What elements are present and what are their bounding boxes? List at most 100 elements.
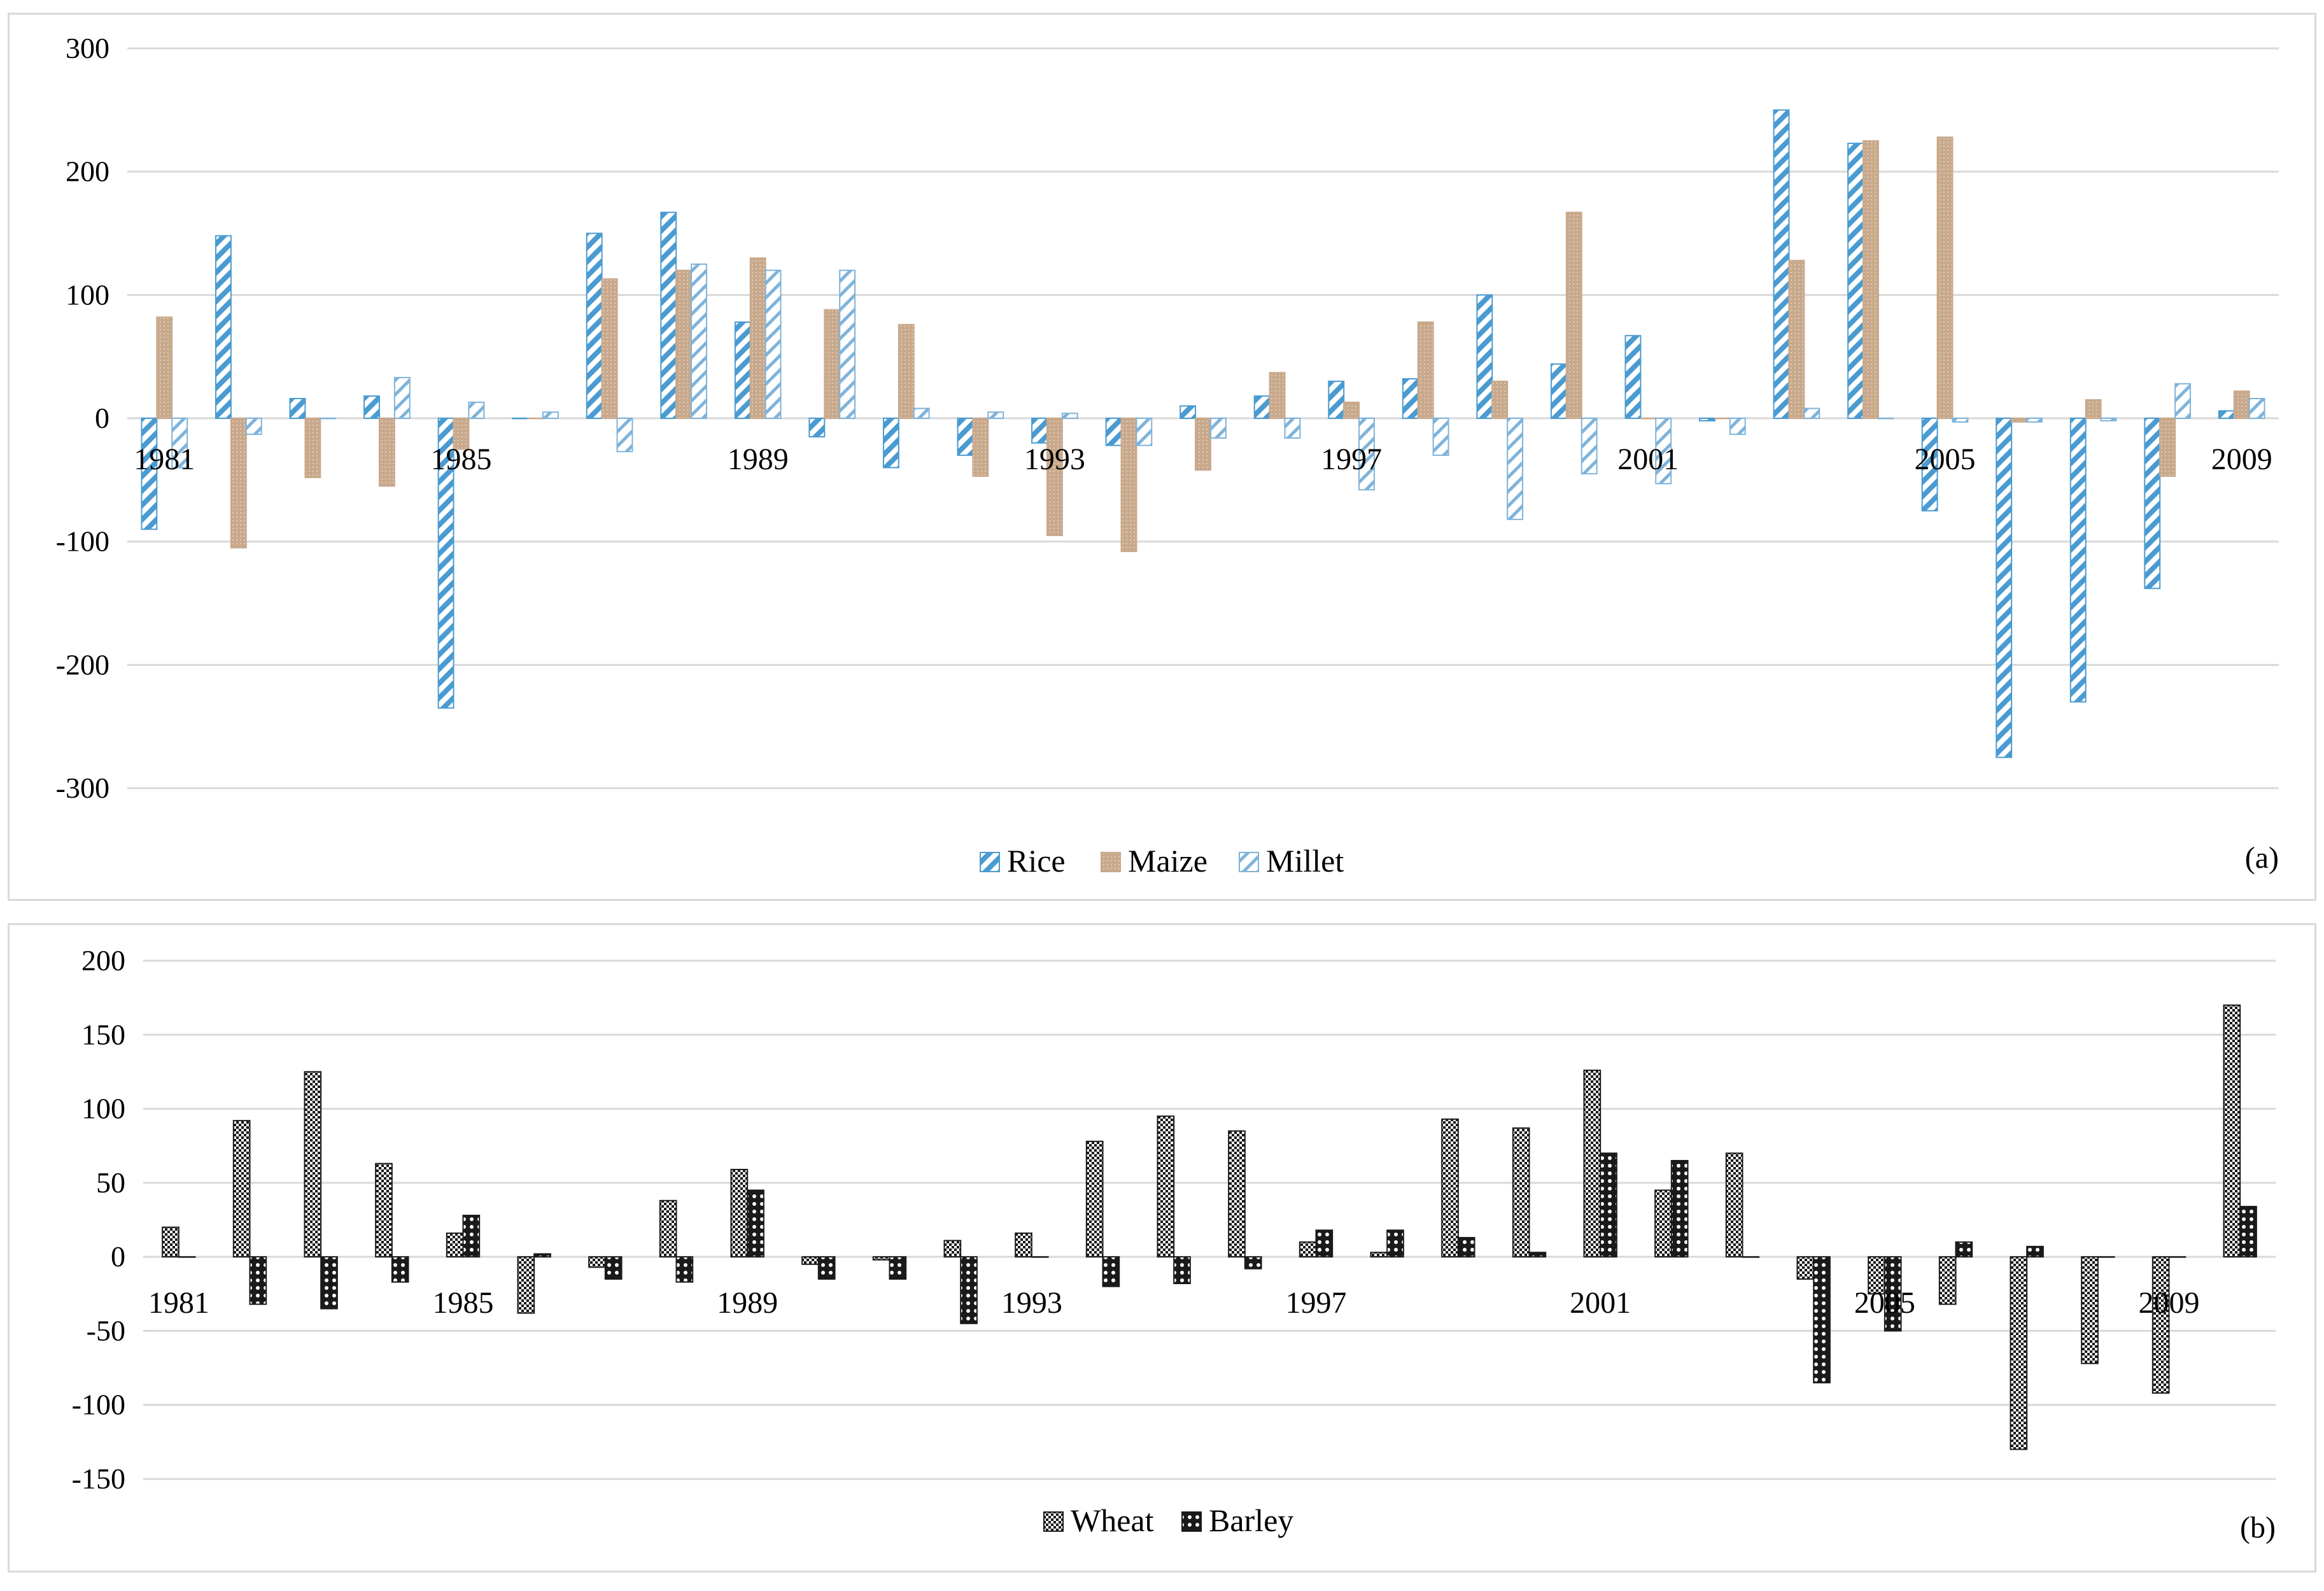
legend-swatch-barley [1181, 1511, 1202, 1532]
legend-label-rice: Rice [1007, 843, 1066, 879]
x-tick-label: 2001 [1570, 1286, 1631, 1320]
bar-maize-2002 [1714, 418, 1731, 420]
bar-wheat-1985 [446, 1232, 464, 1258]
bar-millet-2005 [1952, 418, 1969, 423]
bar-maize-1997 [1343, 401, 1360, 419]
bar-millet-1991 [913, 407, 930, 419]
bar-rice-2009 [2218, 410, 2235, 420]
y-tick-label: 200 [81, 944, 125, 977]
bar-rice-2002 [1699, 418, 1715, 421]
bar-millet-2008 [2174, 383, 2192, 419]
bar-barley-1992 [960, 1256, 978, 1324]
bar-wheat-1988 [659, 1199, 677, 1258]
bar-millet-2009 [2248, 398, 2265, 419]
bar-maize-1988 [675, 269, 693, 419]
bar-millet-1989 [764, 269, 782, 419]
bar-millet-1995 [1209, 418, 1227, 439]
bar-maize-1989 [749, 257, 766, 419]
bar-millet-2001 [1655, 418, 1672, 484]
bar-millet-1990 [839, 269, 856, 419]
bar-maize-1985 [453, 418, 470, 450]
bar-rice-1997 [1328, 380, 1345, 420]
bar-rice-1992 [957, 418, 974, 456]
bar-wheat-2002 [1654, 1189, 1672, 1258]
bar-millet-1999 [1507, 418, 1524, 520]
bar-maize-2004 [1863, 140, 1879, 419]
x-tick-label: 2005 [1915, 442, 1976, 476]
bar-wheat-1983 [304, 1071, 322, 1258]
bar-barley-1999 [1457, 1236, 1475, 1258]
bar-wheat-1997 [1299, 1241, 1317, 1258]
bar-wheat-2001 [1583, 1070, 1602, 1258]
bar-rice-1994 [1105, 418, 1122, 446]
bar-barley-1998 [1386, 1229, 1404, 1258]
bar-rice-2008 [2144, 418, 2161, 590]
bar-barley-1982 [249, 1256, 267, 1305]
bar-rice-1989 [734, 321, 751, 419]
bar-maize-1994 [1120, 418, 1137, 553]
bar-millet-1983 [320, 418, 337, 420]
y-tick-label: 100 [81, 1092, 125, 1125]
bar-barley-2006 [1955, 1241, 1973, 1258]
bar-rice-1999 [1476, 294, 1493, 420]
bar-millet-1982 [245, 418, 262, 435]
y-tick-label: 50 [96, 1166, 125, 1199]
bar-maize-1981 [156, 316, 173, 419]
y-tick-label: -200 [56, 648, 109, 681]
x-tick-label: 1997 [1286, 1286, 1347, 1320]
bar-rice-2000 [1550, 363, 1567, 420]
y-tick-label: 0 [111, 1240, 125, 1273]
chart-panel-b: -150 -100 -50 0 50 100 150 200 1981 1985 1989 1993 1… [8, 923, 2316, 1573]
bar-wheat-2004 [1796, 1256, 1815, 1280]
bar-rice-2004 [1847, 143, 1864, 420]
bar-wheat-1990 [801, 1256, 819, 1265]
bar-rice-1984 [363, 395, 380, 420]
bar-barley-1989 [747, 1189, 764, 1258]
legend-swatch-wheat [1043, 1511, 1064, 1532]
bar-barley-2002 [1670, 1159, 1689, 1258]
bar-maize-1993 [1046, 418, 1063, 536]
panel-label: (a) [2245, 841, 2279, 875]
bar-barley-1991 [889, 1256, 907, 1280]
y-tick-label: -300 [56, 772, 109, 804]
bar-rice-1983 [289, 398, 306, 419]
bar-barley-1994 [1102, 1256, 1120, 1287]
x-tick-label: 1985 [430, 442, 491, 476]
x-tick-label: 2005 [1854, 1286, 1915, 1320]
chart-a-svg: -300 -200 -100 0 100 200 300 1981 1985 1989 1993 19… [56, 32, 2279, 879]
bar-millet-1996 [1284, 418, 1301, 439]
bar-millet-1986 [542, 411, 559, 419]
bar-millet-1998 [1432, 418, 1449, 456]
bar-millet-1985 [468, 401, 485, 419]
bar-wheat-1992 [943, 1240, 962, 1258]
bar-maize-1996 [1269, 372, 1286, 419]
bar-maize-1991 [898, 323, 915, 419]
series-rice [141, 109, 2235, 758]
bar-wheat-1999 [1441, 1118, 1459, 1258]
bar-rice-2001 [1624, 335, 1642, 420]
bar-rice-1985 [437, 418, 454, 709]
bar-rice-1990 [808, 418, 826, 438]
x-tick-label: 2001 [1617, 442, 1679, 476]
bar-rice-2006 [1996, 418, 2013, 758]
chart-b-legend: Wheat Barley [1043, 1503, 1293, 1538]
bar-wheat-1994 [1085, 1140, 1104, 1258]
y-tick-label: 0 [95, 402, 109, 434]
bar-rice-1996 [1253, 395, 1271, 420]
series-maize [156, 136, 2250, 553]
bar-barley-1996 [1244, 1256, 1262, 1269]
bar-wheat-1991 [872, 1256, 891, 1261]
bar-rice-1998 [1402, 378, 1419, 420]
bar-barley-1985 [462, 1215, 481, 1258]
y-tick-label: 100 [66, 278, 109, 311]
bar-wheat-1989 [730, 1168, 749, 1258]
bar-maize-1987 [601, 278, 618, 420]
x-tick-label: 1993 [1001, 1286, 1062, 1320]
bar-millet-1988 [691, 263, 707, 419]
bar-wheat-2007 [2010, 1256, 2028, 1450]
bar-maize-1982 [230, 418, 247, 549]
legend-label-millet: Millet [1266, 843, 1344, 879]
bar-millet-1992 [987, 411, 1004, 419]
chart-a-legend: Rice Maize Millet [980, 843, 1344, 879]
x-tick-label: 1981 [148, 1286, 209, 1320]
